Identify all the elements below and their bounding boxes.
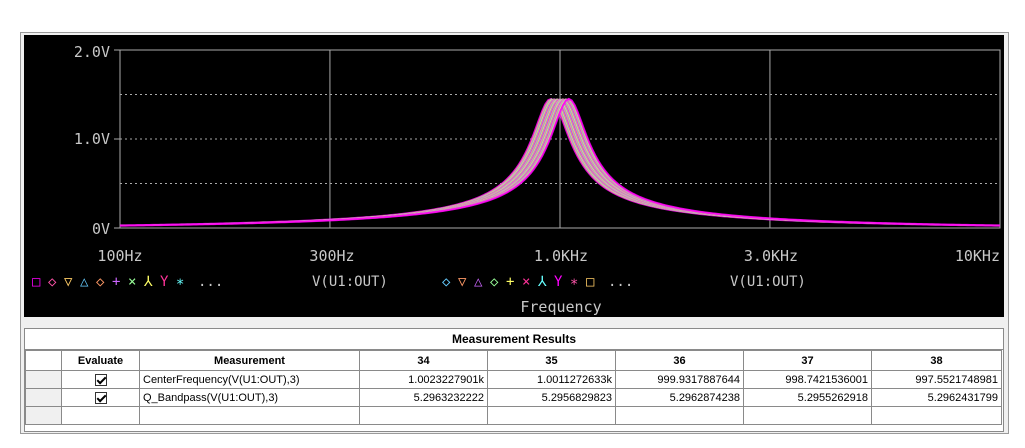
x-tick-label: 100Hz <box>97 247 142 265</box>
empty-cell[interactable] <box>139 406 360 425</box>
tab-strip <box>20 20 340 32</box>
empty-cell[interactable] <box>743 406 872 425</box>
x-tick-label: 300Hz <box>309 247 354 265</box>
value-cell[interactable]: 5.2963232222 <box>359 388 488 407</box>
empty-cell[interactable] <box>61 406 140 425</box>
row-selector[interactable] <box>25 406 62 425</box>
plot-canvas: 2.0V 1.0V 0V 100Hz 300Hz 1.0KHz 3.0KHz 1… <box>32 43 1001 316</box>
legend-marker: □ <box>32 274 41 290</box>
measurement-cell[interactable]: CenterFrequency(V(U1:OUT),3) <box>139 370 360 389</box>
plot-legend: □ ◇ ▽ △ ◇ + × ⅄ Y ∗... V(U1:OUT) ◇ ▽ △ ◇ + × ⅄ Y ∗ □... V(U1:… <box>32 274 806 290</box>
value-cell[interactable]: 5.2955262918 <box>743 388 872 407</box>
empty-cell[interactable] <box>487 406 616 425</box>
column-header-measurement[interactable]: Measurement <box>139 350 360 371</box>
legend-marker: △ <box>474 274 483 290</box>
evaluate-checkbox[interactable] <box>94 391 107 404</box>
legend-marker: Y <box>160 274 169 290</box>
plot-traces <box>119 97 1001 227</box>
y-tick-label: 2.0V <box>74 43 110 61</box>
value-cell[interactable]: 5.2956829823 <box>487 388 616 407</box>
legend-marker: + <box>506 274 514 290</box>
table-row[interactable]: CenterFrequency(V(U1:OUT),3) 1.002322790… <box>25 370 1002 389</box>
legend-marker: ⅄ <box>537 274 547 290</box>
legend-marker: ▽ <box>458 274 467 290</box>
x-axis-label: Frequency <box>520 298 601 316</box>
legend-marker: ◇ <box>490 274 499 290</box>
legend-marker: □ <box>586 274 595 290</box>
legend-marker: ◇ <box>96 274 105 290</box>
legend-ellipsis: ... <box>608 274 633 290</box>
x-tick-label: 10KHz <box>955 247 1000 265</box>
measurement-cell[interactable]: Q_Bandpass(V(U1:OUT),3) <box>139 388 360 407</box>
legend-marker: ▽ <box>64 274 73 290</box>
legend-ellipsis: ... <box>198 274 223 290</box>
value-cell[interactable]: 999.9317887644 <box>615 370 744 389</box>
legend-marker: ∗ <box>570 274 578 290</box>
column-header-run[interactable]: 34 <box>359 350 488 371</box>
table-row-empty[interactable] <box>25 406 1002 425</box>
value-cell[interactable]: 5.2962431799 <box>871 388 1002 407</box>
x-tick-label: 1.0KHz <box>534 247 588 265</box>
empty-cell[interactable] <box>615 406 744 425</box>
legend-marker: ◇ <box>48 274 57 290</box>
value-cell[interactable]: 1.0011272633k <box>487 370 616 389</box>
column-header-evaluate[interactable]: Evaluate <box>61 350 140 371</box>
legend-marker: △ <box>80 274 89 290</box>
legend-marker: × <box>522 274 530 290</box>
legend-marker: Y <box>554 274 563 290</box>
column-header-run[interactable]: 35 <box>487 350 616 371</box>
trace-line <box>119 97 1001 227</box>
empty-cell[interactable] <box>359 406 488 425</box>
y-tick-label: 1.0V <box>74 130 110 148</box>
row-header-corner <box>25 350 62 371</box>
value-cell[interactable]: 1.0023227901k <box>359 370 488 389</box>
evaluate-cell[interactable] <box>61 388 140 407</box>
legend-marker: ∗ <box>176 274 184 290</box>
evaluate-checkbox[interactable] <box>94 373 107 386</box>
row-selector[interactable] <box>25 388 62 407</box>
evaluate-cell[interactable] <box>61 370 140 389</box>
empty-cell[interactable] <box>871 406 1002 425</box>
table-row[interactable]: Q_Bandpass(V(U1:OUT),3) 5.2963232222 5.2… <box>25 388 1002 407</box>
legend-marker: ⅄ <box>143 274 153 290</box>
results-title: Measurement Results <box>25 329 1003 350</box>
value-cell[interactable]: 998.7421536001 <box>743 370 872 389</box>
x-tick-label: 3.0KHz <box>744 247 798 265</box>
column-header-run[interactable]: 37 <box>743 350 872 371</box>
measurement-results-panel: Measurement Results Evaluate Measurement… <box>24 328 1004 432</box>
table-header-row: Evaluate Measurement 34 35 36 37 38 <box>25 350 1002 371</box>
legend-trace-label: V(U1:OUT) <box>312 274 388 290</box>
waveform-plot[interactable]: 2.0V 1.0V 0V 100Hz 300Hz 1.0KHz 3.0KHz 1… <box>24 35 1004 317</box>
plot-grid <box>114 49 1001 229</box>
column-header-run[interactable]: 38 <box>871 350 1002 371</box>
column-header-run[interactable]: 36 <box>615 350 744 371</box>
legend-trace-label: V(U1:OUT) <box>730 274 806 290</box>
legend-marker: + <box>112 274 120 290</box>
legend-marker: × <box>128 274 136 290</box>
row-selector[interactable] <box>25 370 62 389</box>
legend-marker: ◇ <box>442 274 451 290</box>
value-cell[interactable]: 997.5521748981 <box>871 370 1002 389</box>
value-cell[interactable]: 5.2962874238 <box>615 388 744 407</box>
y-tick-label: 0V <box>92 220 110 238</box>
results-table: Evaluate Measurement 34 35 36 37 38 Cent… <box>25 350 1002 425</box>
